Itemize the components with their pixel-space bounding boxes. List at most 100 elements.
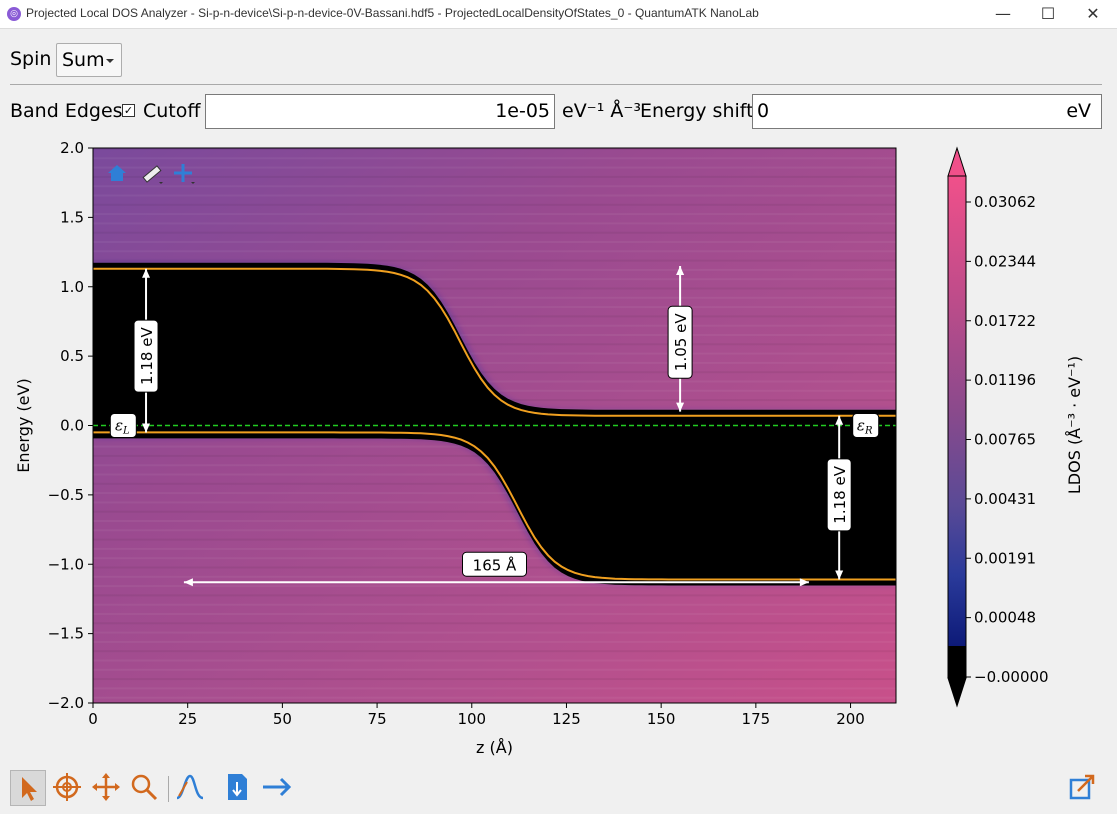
- y-tick-label: 2.0: [60, 140, 84, 157]
- colorbar-top-extension: [947, 146, 967, 177]
- cutoff-unit: eV⁻¹ Å⁻³: [562, 100, 642, 122]
- x-tick-label: 0: [88, 710, 98, 728]
- dimension-label: 1.18 eV: [133, 319, 159, 393]
- y-tick-label: 0.5: [60, 347, 84, 365]
- y-tick-label: −0.5: [48, 486, 84, 504]
- pan-tool-icon[interactable]: [89, 770, 125, 806]
- arrow-head: [835, 415, 844, 425]
- energy-shift-label: Energy shift: [640, 100, 754, 122]
- ldos-streak: [93, 492, 896, 495]
- x-tick-label: 125: [552, 710, 581, 728]
- pointer-tool-icon[interactable]: [10, 770, 46, 806]
- ldos-streak: [93, 185, 896, 188]
- dimension-label: 1.05 eV: [667, 305, 693, 379]
- ldos-streak: [93, 287, 896, 290]
- colorbar-tick-label: 0.01196: [974, 371, 1036, 389]
- colorbar-tick-label: 0.00191: [974, 549, 1036, 567]
- home-icon[interactable]: [106, 162, 128, 184]
- ldos-streak: [93, 222, 896, 225]
- y-axis-label: Energy (eV): [14, 378, 33, 472]
- ldos-streak: [93, 278, 896, 281]
- ldos-streak: [93, 315, 896, 318]
- x-tick-label: 25: [178, 710, 197, 728]
- ldos-streak: [93, 241, 896, 243]
- dimension-label-text: 1.18 eV: [831, 465, 849, 523]
- ldos-streak: [93, 352, 896, 355]
- ldos-streak: [93, 371, 896, 374]
- dimension-label: 1.18 eV: [826, 458, 852, 532]
- y-tick-label: −2.0: [48, 694, 84, 712]
- x-axis-label: z (Å): [476, 738, 513, 757]
- colorbar-tick-label: 0.01722: [974, 312, 1036, 330]
- y-tick-label: 0.0: [60, 417, 84, 435]
- ldos-streak: [93, 696, 896, 699]
- ldos-plot: 0 25 50 75 100 125 150 175 200 2.0 1.5 1.0 0.5 0.0 −0.…: [14, 139, 1084, 757]
- spin-dropdown[interactable]: Sum: [56, 43, 122, 77]
- colorbar-frame: [947, 175, 967, 679]
- ldos-streak: [93, 334, 896, 336]
- label-box: [826, 458, 852, 532]
- cutoff-input[interactable]: 1e-05: [205, 94, 555, 129]
- separator: [10, 84, 1102, 85]
- colorbar-bottom-extension: [947, 677, 967, 708]
- colorbar-zero-band: [948, 646, 966, 678]
- app-logo-icon: ◎: [7, 7, 21, 21]
- spin-row: Spin Sum: [0, 40, 1117, 80]
- label-box: [133, 319, 159, 393]
- forward-arrow-icon[interactable]: [259, 770, 295, 806]
- energy-shift-input[interactable]: 0 eV: [752, 94, 1102, 129]
- maximize-button[interactable]: ☐: [1040, 4, 1056, 23]
- colorbar-label: LDOS (Å⁻³ · eV⁻¹): [1065, 356, 1084, 494]
- colorbar-tick-label: 0.00765: [974, 431, 1036, 449]
- colorbar-tick-label: 0.00431: [974, 490, 1036, 508]
- ldos-streak: [93, 529, 896, 532]
- arrow-head: [835, 570, 844, 580]
- ldos-streak: [93, 166, 896, 169]
- ldos-streak: [93, 640, 896, 643]
- close-button[interactable]: ✕: [1086, 4, 1100, 23]
- y-tick-label: −1.5: [48, 625, 84, 643]
- ruler-icon[interactable]: [140, 162, 164, 186]
- ldos-streak: [93, 575, 896, 578]
- ldos-streak: [93, 231, 896, 234]
- minimize-button[interactable]: —: [995, 4, 1011, 23]
- chevron-down-icon: [106, 59, 114, 63]
- dimension-label-text: 1.18 eV: [138, 327, 156, 385]
- colorbar-gradient: [948, 176, 966, 646]
- bottom-toolbar: [0, 766, 1117, 814]
- ldos-streak: [93, 194, 896, 197]
- ldos-streak: [93, 380, 896, 383]
- arrow-head: [142, 423, 151, 433]
- dimension-label-text: 1.05 eV: [672, 313, 690, 371]
- x-tick-label: 50: [273, 710, 292, 728]
- ldos-streak: [93, 157, 896, 160]
- arrow-head: [799, 578, 809, 587]
- arrow-head: [676, 265, 685, 275]
- ldos-streak: [93, 250, 896, 253]
- arrow-head: [676, 402, 685, 412]
- ldos-streak: [93, 668, 896, 671]
- colorbar-tick-label: 0.02344: [974, 252, 1036, 270]
- peak-tool-icon[interactable]: [173, 770, 209, 806]
- ldos-streak: [93, 361, 896, 364]
- level-label-subscript: R: [864, 426, 873, 437]
- ldos-streak: [93, 148, 896, 150]
- energy-shift-unit: eV: [1066, 100, 1091, 122]
- ldos-streak: [93, 473, 896, 476]
- band-edges-checkbox[interactable]: ✓: [122, 104, 135, 117]
- ldos-streak: [93, 268, 896, 271]
- x-tick-label: 200: [836, 710, 865, 728]
- ldos-streak: [93, 175, 896, 178]
- ldos-streak: [93, 203, 896, 206]
- target-tool-icon[interactable]: [50, 770, 86, 806]
- title-bar: ◎ Projected Local DOS Analyzer - Si-p-n-…: [0, 0, 1117, 29]
- undock-icon[interactable]: [1066, 770, 1102, 806]
- ldos-streak: [93, 613, 896, 615]
- arrow-head: [142, 268, 151, 278]
- level-label-box: [852, 413, 880, 438]
- crosshair-plus-icon[interactable]: [172, 162, 196, 186]
- options-row: Band Edges ✓ Cutoff 1e-05 eV⁻¹ Å⁻³ Energ…: [0, 94, 1117, 130]
- export-file-icon[interactable]: [220, 770, 256, 806]
- zoom-tool-icon[interactable]: [127, 770, 163, 806]
- y-tick-label: 1.5: [60, 208, 84, 226]
